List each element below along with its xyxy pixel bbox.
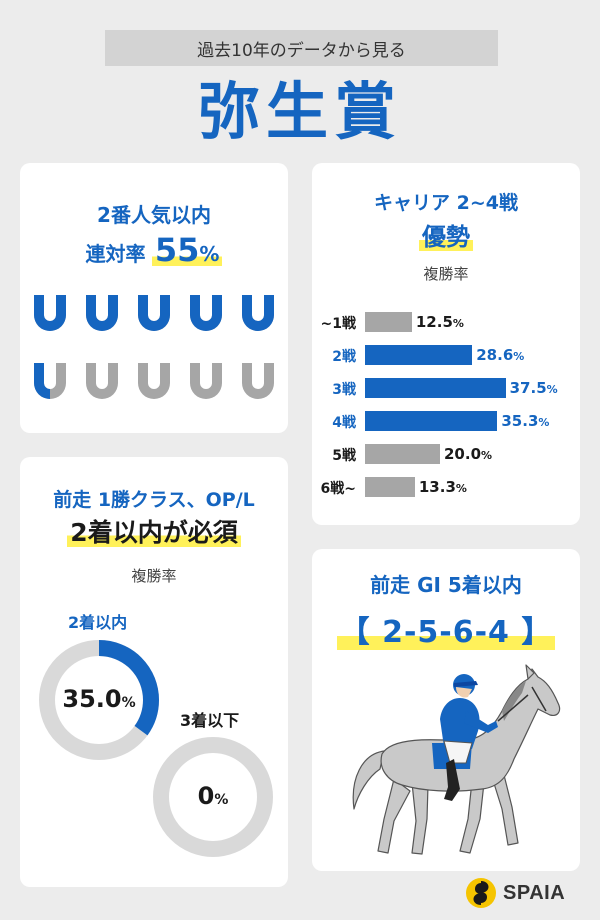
prev-g1-record: 【 2-5-6-4 】: [312, 607, 580, 651]
career-metric-label: 複勝率: [423, 265, 469, 283]
donut-track: [153, 737, 273, 857]
bar-value-label: 28.6%: [476, 346, 525, 364]
horseshoe-icon: [86, 363, 118, 399]
career-heading: キャリア 2~4戦: [374, 192, 518, 214]
popularity-stat: 連対率 55%: [20, 231, 288, 269]
bar-category-label: 6戦~: [320, 481, 356, 497]
jockey-horse-icon: [352, 664, 561, 855]
bar-value-label: 35.3%: [501, 412, 550, 430]
career-sub: 優勢: [312, 217, 580, 252]
popularity-heading: 2番人気以内: [97, 203, 211, 227]
donut-series-label: 2着以内: [68, 613, 128, 632]
prev-class-card: 前走 1勝クラス、OP/L 2着以内が必須 複勝率 2着以内 35.0% 3着以下 0…: [20, 457, 288, 887]
donut-arc: [39, 640, 159, 760]
prev-class-metric-label: 複勝率: [131, 567, 177, 585]
bar-value-label: 12.5%: [415, 313, 464, 331]
horseshoe-icon: [242, 363, 274, 399]
bar-category-label: 2戦: [332, 349, 356, 365]
prev-class-sub: 2着以内が必須: [20, 513, 288, 549]
bar-category-label: ~1戦: [320, 316, 356, 332]
subtitle-bar: 過去10年のデータから見る: [105, 30, 498, 66]
page-title: 弥生賞: [197, 75, 402, 148]
donut-series-label: 3着以下: [180, 711, 240, 730]
horseshoe-icon: [138, 295, 170, 331]
bar: [365, 378, 506, 398]
popularity-stat-label: 連対率: [85, 242, 146, 266]
prev-g1-record-text: 【 2-5-6-4 】: [336, 615, 556, 650]
prev-g1-card: 前走 GI 5着以内 【 2-5-6-4 】: [312, 549, 580, 871]
career-bar-chart: ~1戦 12.5% 2戦 28.6% 3戦 37.5% 4戦 35.3% 5戦 20.0% 6戦~ 1…: [312, 163, 580, 525]
popularity-stat-unit: %: [199, 242, 220, 266]
subtitle-text: 過去10年のデータから見る: [197, 40, 406, 61]
horseshoe-icon: [34, 363, 66, 399]
horseshoe-icon: [86, 295, 118, 331]
career-card: キャリア 2~4戦 優勢 複勝率 ~1戦 12.5% 2戦 28.6% 3戦 37.5% 4…: [312, 163, 580, 525]
spaia-logo-text: SPAIA: [503, 881, 566, 904]
horseshoe-icon: [242, 295, 274, 331]
prev-g1-heading: 前走 GI 5着以内: [370, 573, 522, 597]
horseshoe-icon: [138, 363, 170, 399]
bar: [365, 477, 415, 497]
horseshoe-icon: [190, 295, 222, 331]
horseshoe-icon: [34, 295, 66, 331]
bar-value-label: 37.5%: [509, 379, 558, 397]
bar-category-label: 5戦: [332, 448, 356, 464]
prev-class-sub-text: 2着以内が必須: [67, 518, 241, 547]
career-sub-text: 優勢: [419, 223, 473, 251]
popularity-card: 2番人気以内 連対率 55%: [20, 163, 288, 433]
prev-class-donut-chart: 2着以内 35.0% 3着以下 0%: [20, 457, 288, 887]
bar: [365, 345, 473, 365]
horseshoe-icon: [190, 363, 222, 399]
bar-category-label: 3戦: [332, 382, 356, 398]
spaia-logo: SPAIA: [465, 877, 565, 909]
horseshoe-row-top: [30, 291, 278, 337]
bar-value-label: 13.3%: [418, 478, 467, 496]
bar-value-label: 20.0%: [444, 445, 493, 463]
popularity-stat-value: 55: [154, 231, 200, 269]
bar: [365, 444, 440, 464]
bar-category-label: 4戦: [332, 415, 356, 431]
bar: [365, 312, 412, 332]
donut-value-label: 0%: [197, 782, 229, 810]
spaia-logo-icon: [466, 878, 496, 908]
donut-value-label: 35.0%: [62, 685, 136, 713]
prev-class-heading: 前走 1勝クラス、OP/L: [53, 489, 255, 511]
bar: [365, 411, 498, 431]
horseshoe-row-bottom: [30, 359, 278, 405]
